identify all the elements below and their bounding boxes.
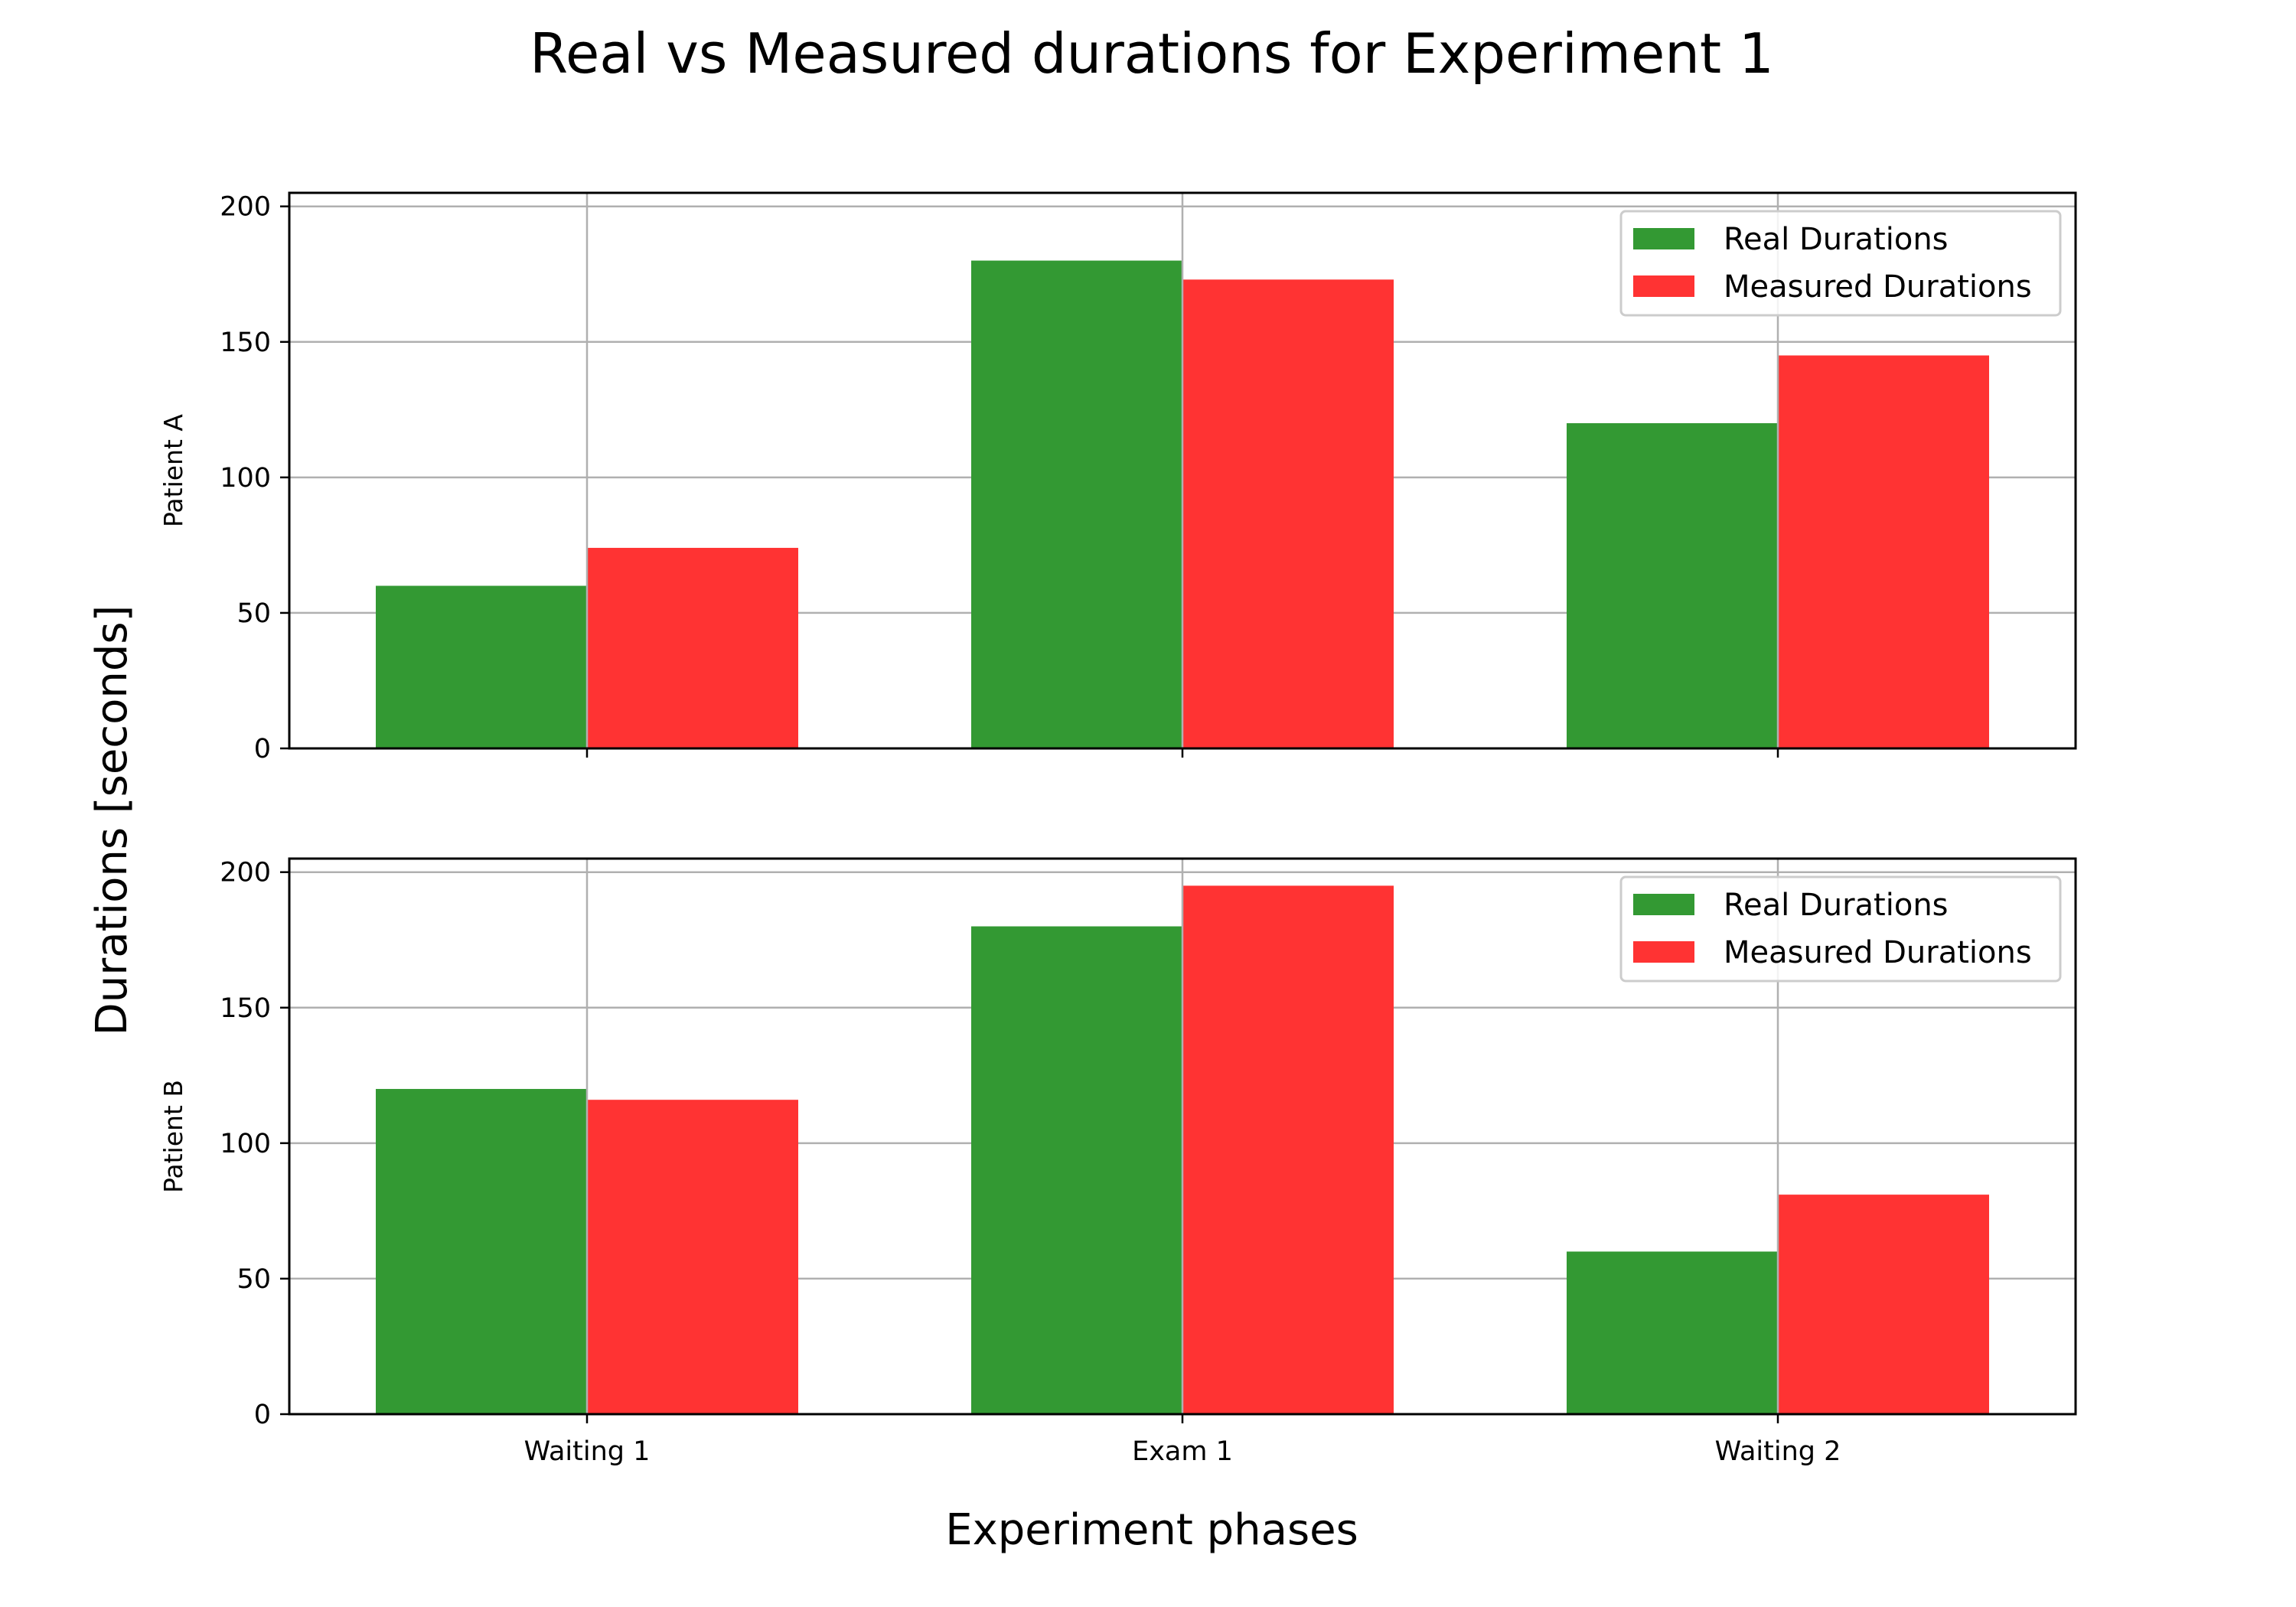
bars (376, 885, 1989, 1414)
bar-measured (587, 1100, 798, 1414)
y-tick-label: 100 (220, 463, 271, 494)
panel-y-label: Patient B (158, 1080, 188, 1193)
panel-y-label: Patient A (158, 414, 188, 527)
bar-real (1567, 1251, 1778, 1414)
panel-patient-b: 0 50 100 150 200 Waiting 1 Exam 1 Waiting 2 Pat… (158, 857, 2077, 1467)
y-tick-label: 200 (220, 858, 271, 888)
bar-real (376, 585, 587, 748)
x-tick-label: Waiting 1 (524, 1436, 651, 1467)
y-tick-label: 50 (236, 1264, 271, 1295)
y-tick-label: 150 (220, 328, 271, 358)
x-tick-label: Exam 1 (1132, 1436, 1233, 1467)
legend-label-real: Real Durations (1724, 222, 1949, 257)
legend: Real Durations Measured Durations (1619, 210, 2062, 317)
y-tick-label: 0 (254, 1400, 271, 1430)
legend-swatch-measured (1633, 275, 1694, 297)
panel-patient-a: 0 50 100 150 200 Patient A Real Durations Me… (158, 191, 2077, 764)
axis-ticks: 0 50 100 150 200 Waiting 1 Exam 1 Waiting 2 (220, 858, 1841, 1467)
bar-real (971, 926, 1182, 1414)
bar-measured (587, 547, 798, 748)
bar-measured (1182, 885, 1394, 1414)
y-tick-label: 100 (220, 1129, 271, 1159)
legend-swatch-measured (1633, 941, 1694, 963)
bars (376, 260, 1989, 748)
legend-box (1619, 210, 2062, 317)
legend: Real Durations Measured Durations (1619, 875, 2062, 983)
bar-measured (1778, 1195, 1989, 1414)
y-tick-label: 50 (236, 598, 271, 629)
y-axis-label: Durations [seconds] (87, 605, 137, 1036)
bar-measured (1778, 355, 1989, 748)
bar-real (1567, 423, 1778, 748)
bar-real (971, 260, 1182, 748)
legend-label-measured: Measured Durations (1724, 269, 2032, 305)
bar-measured (1182, 279, 1394, 748)
legend-label-measured: Measured Durations (1724, 935, 2032, 970)
x-axis-label: Experiment phases (945, 1505, 1358, 1555)
axis-ticks: 0 50 100 150 200 (220, 192, 1779, 764)
legend-swatch-real (1633, 894, 1694, 915)
legend-swatch-real (1633, 228, 1694, 249)
legend-label-real: Real Durations (1724, 888, 1949, 923)
y-tick-label: 0 (254, 734, 271, 764)
chart-title: Real vs Measured durations for Experimen… (530, 21, 1774, 86)
bar-real (376, 1089, 587, 1414)
y-tick-label: 150 (220, 993, 271, 1024)
x-tick-label: Waiting 2 (1715, 1436, 1841, 1467)
legend-box (1619, 875, 2062, 983)
y-tick-label: 200 (220, 192, 271, 223)
